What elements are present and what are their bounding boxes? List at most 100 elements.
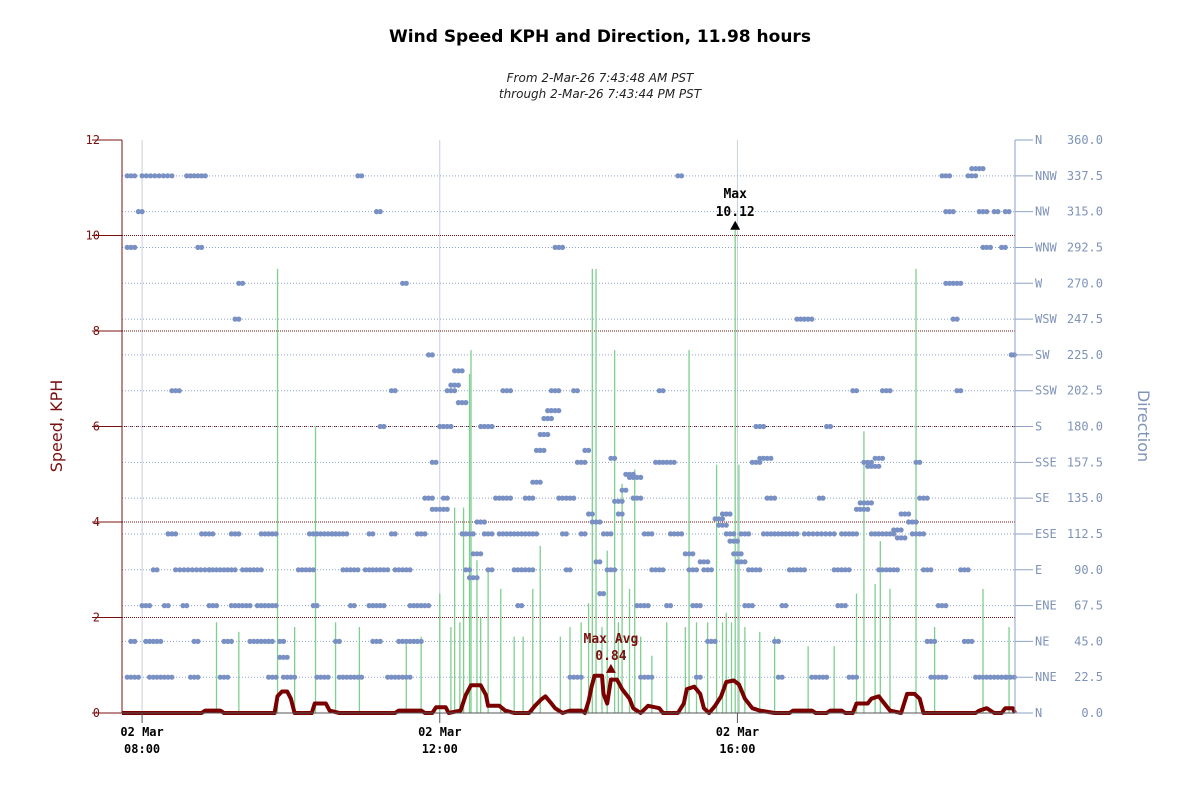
direction-point (965, 173, 971, 179)
direction-point (563, 531, 569, 537)
direction-point (969, 638, 975, 645)
direction-run-133 (727, 538, 741, 544)
direction-point (403, 674, 409, 680)
direction-run-39 (314, 674, 331, 680)
direction-run-179 (935, 603, 949, 609)
direction-point (809, 316, 815, 322)
direction-point (939, 173, 945, 179)
direction-point (719, 516, 726, 522)
direction-point (1002, 244, 1008, 250)
direction-point (757, 455, 763, 461)
direction-point (388, 531, 394, 537)
direction-point (950, 280, 956, 286)
direction-point (481, 531, 487, 537)
direction-point (481, 423, 487, 430)
direction-point (548, 388, 555, 394)
direction-point (876, 531, 882, 537)
direction-point (697, 559, 703, 565)
direction-run-152 (816, 495, 826, 501)
direction-run-197 (1004, 674, 1017, 680)
direction-point (835, 603, 841, 609)
direction-point (478, 519, 484, 525)
direction-tick-name-10: SW (1035, 348, 1050, 362)
direction-run-91 (552, 244, 566, 250)
direction-point (280, 674, 287, 680)
direction-run-98 (578, 531, 588, 537)
direction-point (865, 459, 871, 465)
direction-point (597, 519, 603, 525)
direction-point (511, 567, 517, 573)
direction-point (961, 638, 968, 645)
direction-point (719, 522, 726, 528)
direction-run-177 (924, 638, 938, 645)
direction-point (779, 603, 785, 609)
direction-run-132 (723, 531, 737, 537)
direction-tick-degrees-16: 360.0 (1067, 133, 1103, 147)
direction-point (185, 567, 191, 573)
direction-point (400, 280, 406, 286)
annotations: Max 10.12 Max Avg 0.84 (584, 187, 755, 673)
direction-point (191, 638, 197, 645)
direction-run-112 (630, 495, 644, 501)
direction-point (898, 535, 904, 541)
direction-point (522, 495, 528, 501)
direction-run-12 (169, 388, 182, 394)
direction-point (478, 423, 484, 430)
direction-run-38 (310, 603, 320, 609)
direction-tick-degrees-10: 225.0 (1067, 348, 1103, 362)
direction-point (180, 603, 186, 609)
direction-run-138 (746, 567, 763, 573)
direction-point (466, 531, 473, 537)
direction-point (504, 388, 510, 394)
direction-point (247, 603, 253, 609)
direction-point (820, 674, 826, 680)
direction-point (846, 567, 852, 573)
direction-point (902, 535, 908, 541)
direction-run-196 (1002, 209, 1012, 215)
direction-point (273, 674, 279, 680)
direction-point (221, 638, 227, 645)
direction-point (586, 447, 592, 453)
direction-point (370, 531, 376, 537)
direction-point (999, 244, 1005, 250)
time-tick-time-2: 16:00 (719, 742, 755, 756)
direction-point (634, 474, 640, 480)
direction-run-26 (232, 316, 242, 322)
direction-point (173, 567, 179, 573)
speed-tick-label-5: 10 (86, 229, 100, 243)
direction-point (500, 388, 506, 394)
direction-point (939, 674, 945, 680)
direction-point (723, 522, 729, 528)
direction-point (396, 638, 402, 645)
direction-point (753, 459, 759, 465)
direction-run-93 (559, 531, 569, 537)
direction-run-75 (478, 423, 495, 430)
direction-point (582, 447, 588, 453)
direction-point (772, 531, 778, 537)
direction-point (716, 522, 722, 528)
direction-point (165, 674, 171, 680)
direction-point (132, 244, 138, 250)
direction-point (835, 567, 841, 573)
direction-point (277, 654, 283, 660)
direction-point (731, 551, 737, 557)
direction-point (310, 531, 316, 537)
direction-run-119 (664, 603, 674, 609)
direction-point (470, 551, 476, 557)
direction-point (269, 674, 275, 680)
direction-point (913, 459, 919, 465)
direction-point (377, 567, 383, 573)
direction-run-68 (452, 368, 465, 374)
direction-point (206, 567, 212, 573)
direction-point (225, 567, 231, 573)
direction-point (920, 567, 927, 573)
direction-point (396, 674, 402, 680)
direction-point (946, 173, 953, 179)
direction-run-171 (898, 511, 912, 517)
direction-point (262, 531, 268, 537)
direction-point (708, 567, 715, 573)
direction-point (165, 603, 171, 609)
direction-point (619, 511, 625, 517)
direction-tick-name-12: W (1035, 276, 1043, 290)
direction-point (638, 603, 644, 609)
